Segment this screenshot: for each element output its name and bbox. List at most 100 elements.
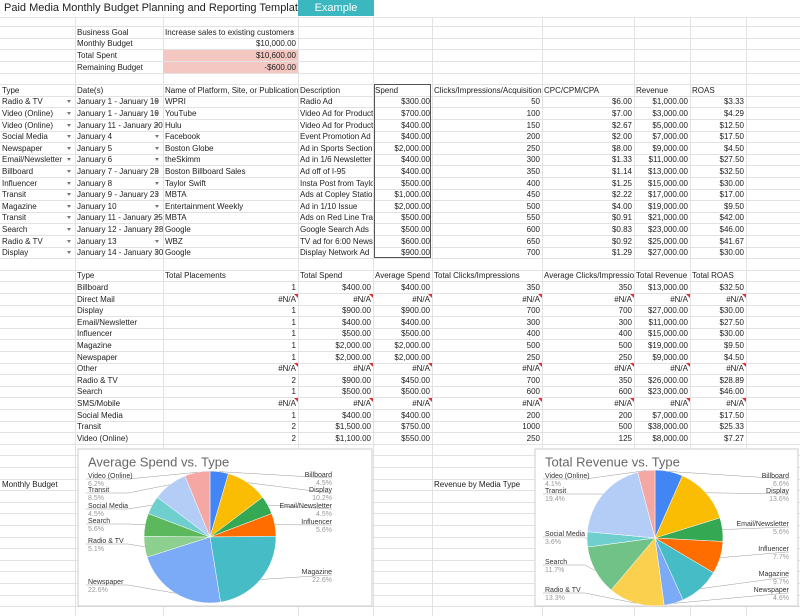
cell: 600 (526, 224, 540, 234)
cell: $400.00 (401, 132, 430, 142)
cell: 2 (291, 433, 296, 443)
cell: #N/A (542, 293, 634, 306)
grid-line (0, 107, 800, 109)
grid-line (0, 606, 800, 608)
cell: $400.00 (342, 410, 371, 420)
grid-line (0, 385, 800, 387)
leader-line (543, 592, 637, 604)
leader-line (673, 592, 789, 604)
cell: theSkimm (165, 155, 201, 165)
cell: $42.00 (719, 213, 744, 223)
grid-line (0, 37, 800, 39)
grid-line (0, 432, 800, 434)
cell: #N/A (690, 397, 746, 410)
grid-line (0, 594, 800, 596)
grid-line (0, 351, 800, 352)
slice-percent: 22.6% (312, 577, 332, 584)
leader-line (86, 584, 176, 594)
cell: January 13 (75, 236, 163, 248)
cell: $1.25 (611, 178, 632, 188)
cell: $9,000.00 (652, 352, 688, 362)
cell: $23,000.00 (647, 224, 688, 234)
cell: $30.00 (719, 306, 744, 316)
slice-label: Newspaper (754, 587, 790, 594)
cell: $30.00 (719, 178, 744, 188)
slice-percent: 4.1% (545, 481, 561, 488)
cell: $27,000.00 (647, 248, 688, 258)
cell: Name of Platform, Site, or Publication (165, 85, 298, 95)
cell: #N/A (432, 293, 542, 306)
grid-line (0, 49, 800, 51)
cell: $4.50 (723, 352, 744, 362)
cell: $7,000.00 (652, 410, 688, 420)
cell: #N/A (634, 293, 690, 306)
grid-line (0, 235, 800, 236)
cell: $0.83 (611, 224, 632, 234)
cell: $10,000.00 (255, 39, 296, 49)
cell: $6.00 (611, 97, 632, 107)
cell: $19,000.00 (647, 201, 688, 211)
cell: $15,000.00 (647, 329, 688, 339)
leader-line (86, 523, 146, 525)
grid-line (0, 188, 800, 190)
cell: 350 (526, 166, 540, 176)
cell: $750.00 (401, 422, 430, 432)
cell: WPRI (165, 97, 186, 107)
cell: $15,000.00 (647, 178, 688, 188)
cell: Transit (0, 212, 75, 224)
cell: $23,000.00 (647, 387, 688, 397)
cell: #N/A (373, 363, 432, 375)
slice-label: Transit (545, 488, 566, 495)
grid-line (0, 269, 800, 271)
cell: Social Media (77, 410, 123, 420)
cell: 300 (618, 317, 632, 327)
cell: 700 (526, 248, 540, 258)
cell: Date(s) (77, 85, 104, 95)
cell: Newspaper (0, 143, 75, 155)
cell: Event Promotion Ad (300, 132, 371, 142)
cell: $900.00 (342, 375, 371, 385)
cell: $5,000.00 (652, 120, 688, 130)
grid-line (0, 455, 800, 457)
cell: $41.67 (719, 236, 744, 246)
cell: 400 (526, 329, 540, 339)
cell: #N/A (163, 363, 298, 375)
cell: Display (77, 306, 104, 316)
grid-line (0, 200, 800, 202)
cell: Radio Ad (300, 97, 333, 107)
cell: $500.00 (342, 329, 371, 339)
cell: $46.00 (719, 387, 744, 397)
cell: $13,000.00 (647, 282, 688, 292)
cell: #N/A (373, 293, 432, 306)
cell: $46.00 (719, 224, 744, 234)
slice-percent: 9.7% (773, 579, 789, 586)
grid-line (0, 571, 800, 573)
grid-line (0, 316, 800, 318)
cell: $500.00 (401, 329, 430, 339)
slice-percent: 5.6% (88, 526, 104, 533)
cell: $2.22 (611, 190, 632, 200)
cell: TV ad for 6:00 News (300, 236, 373, 246)
cell: $2.67 (611, 120, 632, 130)
cell: 250 (526, 143, 540, 153)
cell: #N/A (373, 397, 432, 410)
cell: 500 (618, 422, 632, 432)
cell: Business Goal (77, 27, 129, 37)
cell: 125 (618, 433, 632, 443)
cell: $30.00 (719, 329, 744, 339)
example-button[interactable]: Example (298, 0, 374, 16)
cell: $32.50 (719, 282, 744, 292)
slice-label: Social Media (545, 531, 585, 538)
cell: Radio & TV (77, 375, 118, 385)
cell: Newspaper (77, 352, 118, 362)
cell: 250 (618, 352, 632, 362)
cell: $17.50 (719, 132, 744, 142)
cell: Ads at Copley Station (300, 190, 373, 200)
slice-percent: 13.3% (545, 595, 565, 602)
cell: Influencer (0, 178, 75, 190)
cell: #N/A (163, 397, 298, 410)
grid-line (0, 119, 800, 120)
grid-line (0, 327, 800, 329)
slice-percent: 4.5% (88, 511, 104, 518)
cell: Facebook (165, 132, 201, 142)
